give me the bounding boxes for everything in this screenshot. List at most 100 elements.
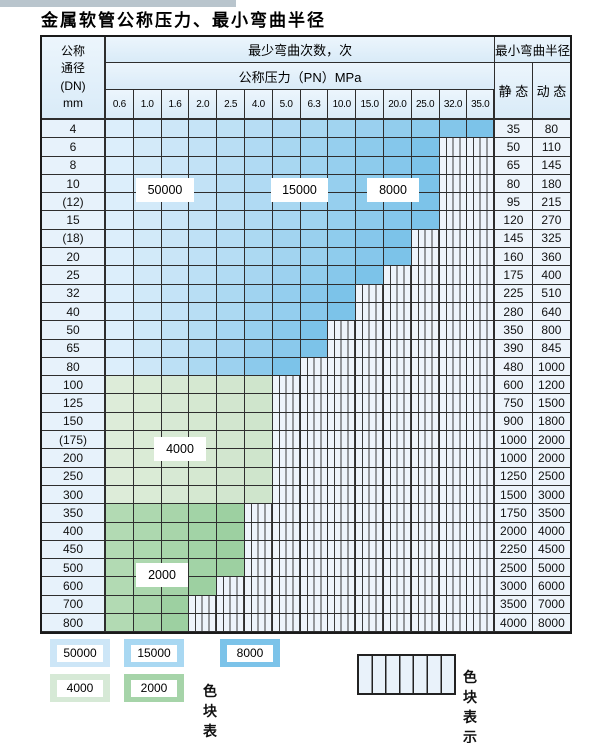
no-spec-cell bbox=[300, 595, 329, 615]
static-radius-cell: 3000 bbox=[495, 577, 533, 596]
static-radius-cell: 1500 bbox=[495, 485, 533, 505]
no-spec-cell bbox=[467, 321, 496, 340]
spec-cell bbox=[356, 248, 384, 267]
spec-cell bbox=[106, 485, 134, 505]
no-spec-cell bbox=[356, 540, 384, 560]
legend-no-spec-text: 色块表示无此规格 bbox=[463, 669, 478, 743]
static-radius-cell: 2250 bbox=[495, 540, 533, 560]
no-spec-cell bbox=[467, 193, 496, 212]
no-spec-cell bbox=[411, 559, 440, 578]
no-spec-cell bbox=[300, 376, 329, 395]
spec-cell bbox=[328, 156, 357, 175]
spec-cell bbox=[411, 120, 440, 139]
no-spec-cell bbox=[328, 394, 357, 413]
dynamic-radius-cell: 1800 bbox=[532, 412, 571, 432]
spec-cell bbox=[189, 394, 218, 413]
spec-cell bbox=[189, 138, 218, 157]
dn-column-header: 公称 通径 (DN) mm bbox=[42, 37, 106, 120]
no-spec-cell bbox=[244, 559, 273, 578]
dn-cell: (18) bbox=[42, 229, 106, 249]
spec-cell bbox=[161, 211, 190, 230]
spec-cell bbox=[217, 431, 245, 450]
spec-cell bbox=[189, 266, 218, 285]
spec-cell bbox=[244, 339, 273, 358]
spec-cell bbox=[161, 302, 190, 322]
no-spec-cell bbox=[300, 394, 329, 413]
no-spec-cell bbox=[328, 339, 357, 358]
spec-cell bbox=[356, 211, 384, 230]
spec-cell bbox=[217, 120, 245, 139]
spec-cell bbox=[189, 229, 218, 249]
spec-cell bbox=[217, 449, 245, 468]
spec-cell bbox=[217, 485, 245, 505]
spec-cell bbox=[300, 120, 329, 139]
static-column-header: 静 态 bbox=[495, 63, 533, 120]
dn-header-line: mm bbox=[63, 95, 83, 110]
spec-cell bbox=[106, 284, 134, 303]
no-spec-cell bbox=[411, 357, 440, 377]
no-spec-cell bbox=[244, 577, 273, 596]
pressure-tick-header: 10.0 bbox=[328, 90, 357, 120]
spec-cell bbox=[300, 211, 329, 230]
dynamic-radius-cell: 8000 bbox=[532, 614, 571, 633]
spec-cell bbox=[328, 229, 357, 249]
spec-cell bbox=[106, 120, 134, 139]
spec-cell bbox=[244, 193, 273, 212]
spec-cell bbox=[161, 504, 190, 523]
spec-cell bbox=[383, 138, 412, 157]
no-spec-cell bbox=[383, 504, 412, 523]
dynamic-radius-cell: 110 bbox=[532, 138, 571, 157]
spec-cell bbox=[217, 339, 245, 358]
spec-cell bbox=[106, 595, 134, 615]
no-spec-cell bbox=[439, 485, 468, 505]
no-spec-cell bbox=[439, 138, 468, 157]
static-radius-cell: 600 bbox=[495, 376, 533, 395]
no-spec-cell bbox=[383, 357, 412, 377]
spec-cell bbox=[133, 321, 162, 340]
spec-cell bbox=[161, 156, 190, 175]
spec-cell bbox=[328, 211, 357, 230]
legend-swatch-label: 2000 bbox=[131, 679, 177, 697]
no-spec-cell bbox=[467, 302, 496, 322]
spec-cell bbox=[272, 321, 301, 340]
no-spec-cell bbox=[356, 284, 384, 303]
dn-cell: 65 bbox=[42, 339, 106, 358]
no-spec-cell bbox=[411, 266, 440, 285]
no-spec-cell bbox=[300, 412, 329, 432]
static-radius-cell: 750 bbox=[495, 394, 533, 413]
spec-cell bbox=[244, 302, 273, 322]
spec-cell bbox=[189, 120, 218, 139]
spec-cell bbox=[217, 321, 245, 340]
legend-swatch: 2000 bbox=[124, 674, 184, 702]
dn-cell: 40 bbox=[42, 302, 106, 322]
no-spec-cell bbox=[356, 504, 384, 523]
no-spec-cell bbox=[272, 540, 301, 560]
static-radius-cell: 1000 bbox=[495, 431, 533, 450]
pressure-tick-header: 20.0 bbox=[383, 90, 412, 120]
spec-cell bbox=[106, 321, 134, 340]
no-spec-cell bbox=[467, 211, 496, 230]
dynamic-radius-cell: 2000 bbox=[532, 449, 571, 468]
spec-cell bbox=[217, 540, 245, 560]
pressure-tick-header: 0.6 bbox=[106, 90, 134, 120]
dn-header-line: (DN) bbox=[60, 78, 86, 93]
spec-cell bbox=[244, 394, 273, 413]
no-spec-cell bbox=[272, 485, 301, 505]
spec-cell bbox=[161, 376, 190, 395]
spec-cell bbox=[217, 229, 245, 249]
spec-cell bbox=[244, 449, 273, 468]
spec-cell bbox=[356, 229, 384, 249]
static-radius-cell: 350 bbox=[495, 321, 533, 340]
no-spec-cell bbox=[328, 431, 357, 450]
no-spec-cell bbox=[467, 614, 496, 633]
no-spec-cell bbox=[467, 394, 496, 413]
no-spec-cell bbox=[439, 614, 468, 633]
spec-cell bbox=[161, 412, 190, 432]
no-spec-cell bbox=[244, 504, 273, 523]
dynamic-radius-cell: 4000 bbox=[532, 522, 571, 541]
no-spec-cell bbox=[328, 540, 357, 560]
no-spec-cell bbox=[356, 357, 384, 377]
spec-cell bbox=[106, 540, 134, 560]
no-spec-cell bbox=[383, 412, 412, 432]
dn-cell: 600 bbox=[42, 577, 106, 596]
